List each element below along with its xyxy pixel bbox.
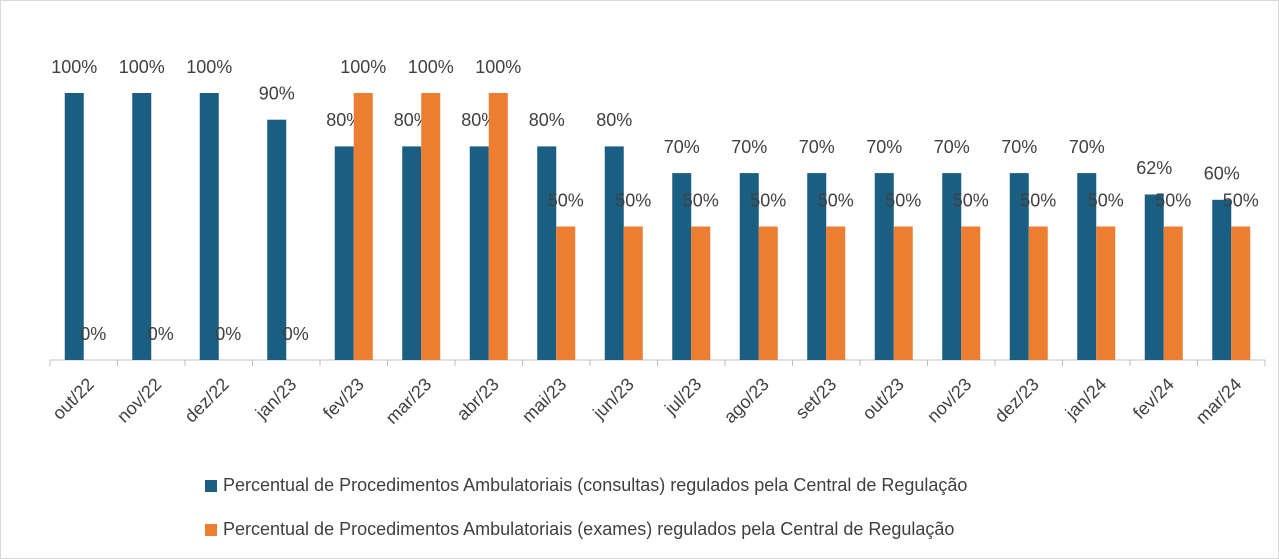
- bar: [267, 119, 287, 360]
- bar: [739, 173, 759, 360]
- data-label: 70%: [866, 137, 902, 157]
- bar: [353, 93, 373, 360]
- bar: [961, 226, 981, 360]
- legend-label: Percentual de Procedimentos Ambulatoriai…: [223, 475, 967, 495]
- bar: [488, 93, 508, 360]
- data-label: 50%: [1020, 190, 1056, 210]
- data-label: 70%: [934, 137, 970, 157]
- data-label: 50%: [683, 190, 719, 210]
- bar: [1077, 173, 1097, 360]
- data-label: 80%: [596, 110, 632, 130]
- data-label: 70%: [731, 137, 767, 157]
- data-label: 50%: [818, 190, 854, 210]
- bar: [1212, 199, 1232, 360]
- data-label: 50%: [1088, 190, 1124, 210]
- data-label: 50%: [953, 190, 989, 210]
- data-label: 100%: [475, 57, 521, 77]
- data-label: 100%: [51, 57, 97, 77]
- bar: [199, 93, 219, 360]
- bar: [691, 226, 711, 360]
- bar: [874, 173, 894, 360]
- data-label: 0%: [148, 324, 174, 344]
- data-label: 100%: [119, 57, 165, 77]
- data-label: 90%: [259, 83, 295, 103]
- bar: [826, 226, 846, 360]
- data-label: 0%: [283, 324, 309, 344]
- data-label: 70%: [1001, 137, 1037, 157]
- bar: [421, 93, 441, 360]
- data-label: 62%: [1136, 158, 1172, 178]
- bar: [893, 226, 913, 360]
- bar: [537, 146, 557, 360]
- bar: [672, 173, 692, 360]
- bar: [1231, 226, 1251, 360]
- data-label: 0%: [215, 324, 241, 344]
- bar: [1009, 173, 1029, 360]
- bar: [942, 173, 962, 360]
- bar: [402, 146, 422, 360]
- data-label: 50%: [885, 190, 921, 210]
- data-label: 50%: [1223, 190, 1259, 210]
- bar: [132, 93, 152, 360]
- data-label: 70%: [664, 137, 700, 157]
- bar: [556, 226, 576, 360]
- bar: [64, 93, 84, 360]
- bar: [758, 226, 778, 360]
- data-label: 100%: [408, 57, 454, 77]
- legend-label: Percentual de Procedimentos Ambulatoriai…: [223, 519, 954, 539]
- bar: [1028, 226, 1048, 360]
- data-label: 0%: [80, 324, 106, 344]
- data-label: 100%: [186, 57, 232, 77]
- data-label: 80%: [394, 110, 430, 130]
- data-label: 50%: [750, 190, 786, 210]
- data-label: 70%: [1069, 137, 1105, 157]
- data-label: 80%: [529, 110, 565, 130]
- data-label: 50%: [548, 190, 584, 210]
- legend-swatch: [205, 524, 217, 536]
- bar: [623, 226, 643, 360]
- bar: [604, 146, 624, 360]
- data-label: 80%: [461, 110, 497, 130]
- bar: [1144, 194, 1164, 360]
- bar: [1163, 226, 1183, 360]
- legend-swatch: [205, 480, 217, 492]
- data-label: 80%: [326, 110, 362, 130]
- bar: [469, 146, 489, 360]
- data-label: 50%: [615, 190, 651, 210]
- bar: [1096, 226, 1116, 360]
- data-label: 60%: [1204, 164, 1240, 184]
- data-label: 70%: [799, 137, 835, 157]
- data-label: 50%: [1155, 190, 1191, 210]
- data-label: 100%: [340, 57, 386, 77]
- bar: [807, 173, 827, 360]
- bar: [334, 146, 354, 360]
